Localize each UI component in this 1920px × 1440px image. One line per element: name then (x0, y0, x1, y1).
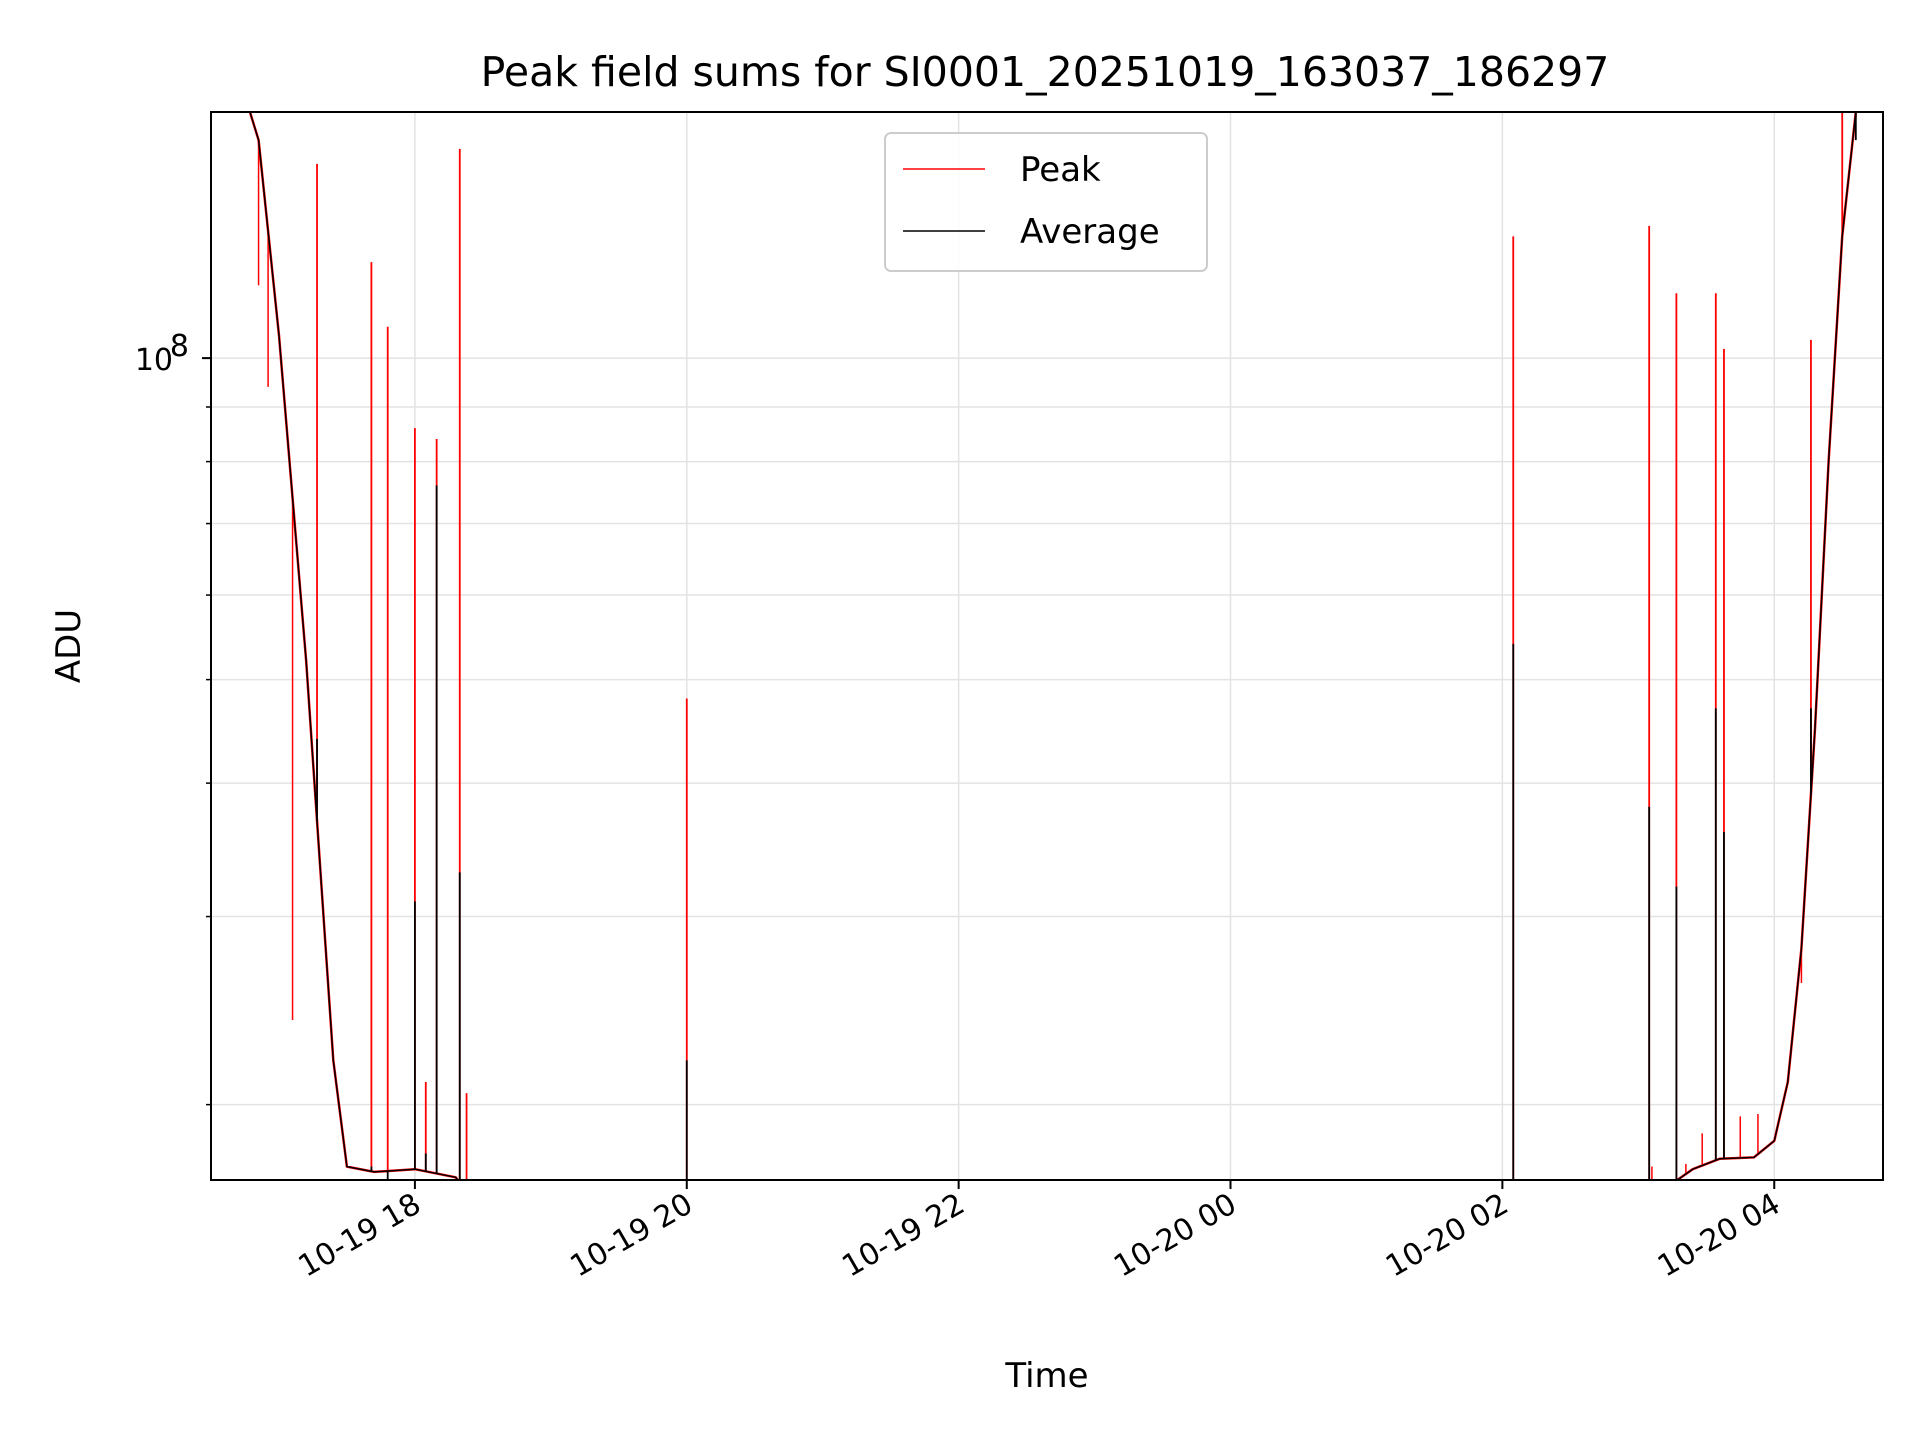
x-axis-label: Time (1004, 1356, 1088, 1396)
plot-area (248, 112, 1858, 1180)
average-series-line (249, 112, 1857, 1180)
grid (211, 112, 1883, 1180)
plot-frame (210, 111, 1884, 1181)
y-tick-label: 10 (135, 343, 173, 378)
legend-peak-label: Peak (1020, 150, 1101, 190)
y-tick-label-exponent: 8 (170, 329, 189, 364)
chart-title: Peak field sums for SI0001_20251019_1630… (481, 48, 1610, 96)
legend: Peak Average (884, 132, 1208, 272)
legend-box (884, 132, 1208, 272)
legend-average-label: Average (1020, 212, 1160, 252)
y-axis-label: ADU (49, 609, 89, 683)
